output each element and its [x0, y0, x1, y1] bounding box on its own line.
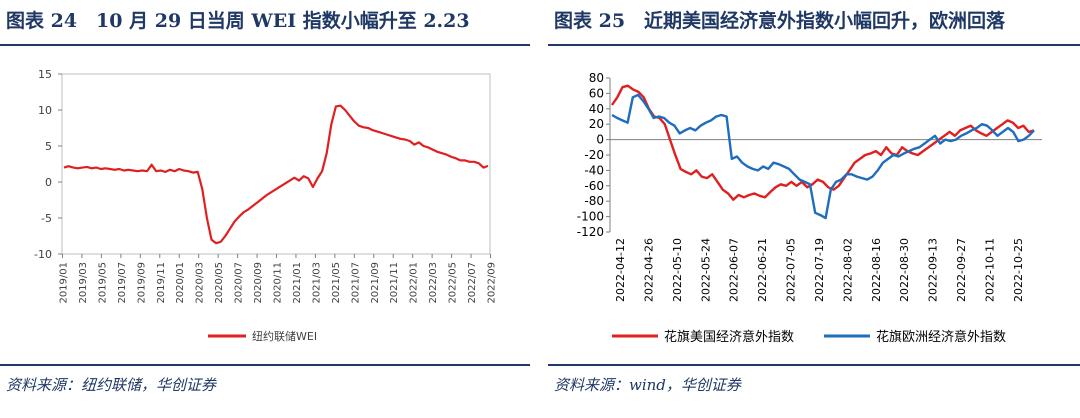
x-tick-label: 2022-06-21	[756, 238, 769, 302]
x-tick-label: 2020/03	[195, 262, 206, 304]
y-tick-label: 15	[38, 68, 52, 81]
title-divider	[0, 44, 530, 46]
series-line-wei	[63, 104, 489, 245]
x-tick-label: 2022-10-11	[983, 238, 996, 302]
x-tick-label: 2022-08-02	[841, 238, 854, 302]
y-tick-label: -100	[577, 210, 604, 224]
x-tick-label: 2019/07	[117, 262, 128, 304]
plot-frame	[61, 73, 491, 255]
right-panel: 图表 25 近期美国经济意外指数小幅回升，欧洲回落 80 60 40 20 0 -20 -4…	[548, 0, 1080, 418]
y-tick-label: 0	[596, 133, 604, 147]
y-tick-label: 40	[589, 102, 604, 116]
chart-title: 图表 25 近期美国经济意外指数小幅回升，欧洲回落	[554, 10, 1006, 32]
x-tick-label: 2022/01	[409, 262, 420, 304]
y-tick-label: 60	[589, 86, 604, 100]
x-tick-label: 2020/11	[273, 262, 284, 304]
y-tick-label: 5	[45, 140, 52, 153]
x-tick-label: 2022-05-24	[699, 238, 712, 302]
x-tick-label: 2019/05	[97, 262, 108, 304]
x-tick-label: 2022/05	[448, 262, 459, 304]
x-tick-label: 2021/07	[350, 262, 361, 304]
y-tick-label: 0	[45, 176, 52, 189]
x-tick-label: 2022-08-16	[870, 238, 883, 302]
x-tick-label: 2019/09	[136, 262, 147, 304]
x-tick-label: 2020/07	[234, 262, 245, 304]
x-tick-label: 2021/09	[370, 262, 381, 304]
x-tick-label: 2020/09	[253, 262, 264, 304]
legend-label: 花旗欧洲经济意外指数	[876, 329, 1006, 345]
x-tick-label: 2021/01	[292, 262, 303, 304]
x-tick-label: 2021/05	[331, 262, 342, 304]
x-tick-label: 2020/05	[214, 262, 225, 304]
series-line-us	[611, 84, 1035, 201]
x-tick-label: 2022-10-25	[1012, 238, 1025, 302]
source-divider	[0, 364, 530, 366]
chart-title: 图表 24 10 月 29 日当周 WEI 指数小幅升至 2.23	[6, 10, 470, 32]
x-tick-label: 2022/03	[428, 262, 439, 304]
x-tick-label: 2022-09-13	[927, 238, 940, 302]
title-divider	[548, 44, 1080, 46]
x-tick-label: 2022-05-10	[671, 238, 684, 302]
x-tick-label: 2022/09	[487, 262, 498, 304]
y-tick-label: -120	[577, 225, 604, 239]
x-tick-label: 2022-08-30	[898, 238, 911, 302]
x-tick-label: 2019/03	[78, 262, 89, 304]
x-tick-label: 2022-09-27	[955, 238, 968, 302]
x-tick-label: 2021/11	[389, 262, 400, 304]
series-line-europe	[611, 93, 1035, 220]
y-tick-label: -80	[584, 194, 604, 208]
x-tick-label: 2019/01	[59, 262, 70, 304]
y-tick-label: -20	[584, 148, 604, 162]
legend-label: 花旗美国经济意外指数	[664, 329, 794, 345]
x-tick-label: 2022-04-26	[642, 238, 655, 302]
y-tick-label: 80	[589, 71, 604, 85]
y-tick-label: -10	[34, 248, 52, 261]
x-tick-label: 2021/03	[311, 262, 322, 304]
y-tick-label: -60	[584, 179, 604, 193]
left-panel: 图表 24 10 月 29 日当周 WEI 指数小幅升至 2.23 15 10 5 0…	[0, 0, 530, 418]
x-tick-label: 2022-07-19	[813, 238, 826, 302]
y-tick-label: -40	[584, 163, 604, 177]
x-tick-label: 2022/07	[467, 262, 478, 304]
x-tick-label: 2022-04-12	[614, 238, 627, 302]
legend-label: 纽约联储WEI	[252, 329, 317, 343]
source-note: 资料来源：纽约联储，华创证券	[6, 376, 217, 394]
x-tick-label: 2019/11	[156, 262, 167, 304]
y-tick-label: 20	[589, 117, 604, 131]
source-divider	[548, 364, 1080, 366]
y-tick-label: 10	[38, 104, 52, 117]
x-tick-label: 2022-06-07	[728, 238, 741, 302]
x-tick-label: 2020/01	[175, 262, 186, 304]
y-tick-label: -5	[41, 212, 52, 225]
source-note: 资料来源：wind，华创证券	[554, 376, 741, 394]
x-tick-label: 2022-07-05	[785, 238, 798, 302]
wei-line-chart: 15 10 5 0 -5 -10 2019/01 2019/03 2019/05 2019/07 2…	[34, 68, 498, 343]
